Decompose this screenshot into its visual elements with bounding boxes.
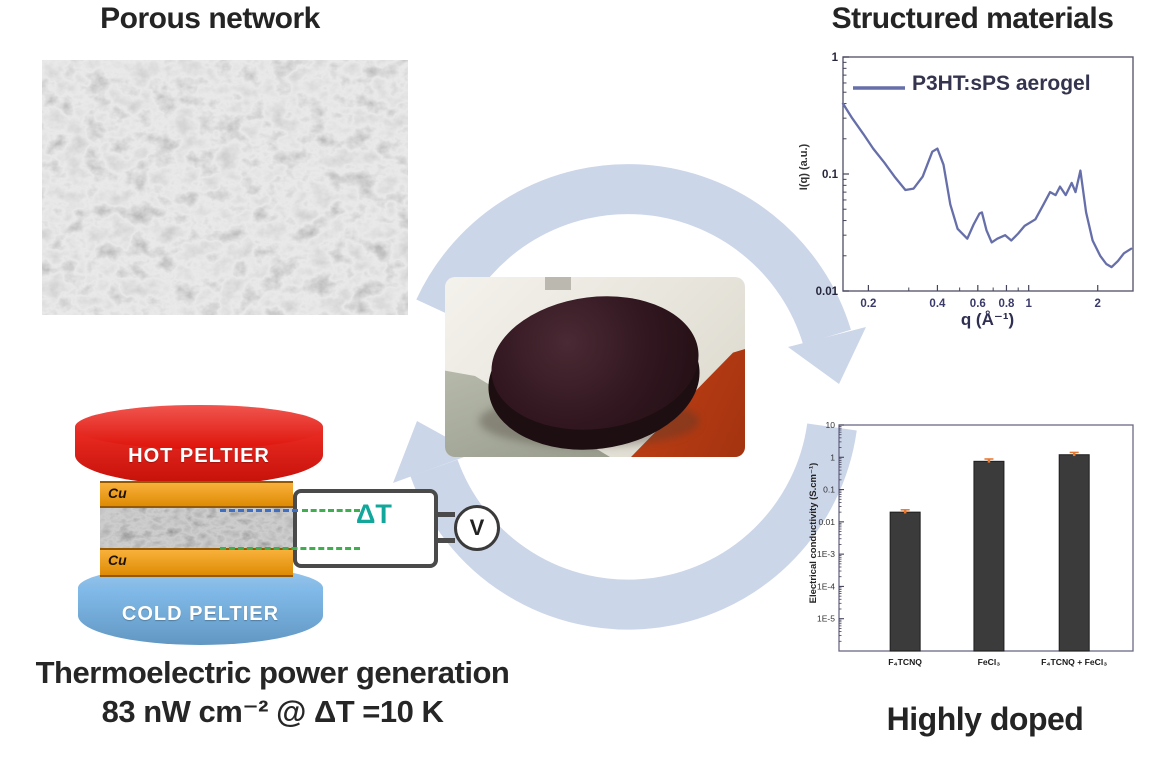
cycle-arrowhead-right — [788, 327, 866, 384]
svg-text:0.1: 0.1 — [822, 169, 839, 181]
wire-stub-bottom — [438, 538, 455, 543]
svg-text:0.8: 0.8 — [998, 298, 1015, 310]
thermoelectric-caption: Thermoelectric power generation 83 nW cm… — [0, 655, 545, 730]
delta-t-dashed-line-top-left — [220, 509, 298, 512]
cu-bottom-label: Cu — [108, 552, 127, 568]
conductivity-bar-chart: 10 1 0.1 0.01 1E-3 1E-4 1E-5 F₄TCNQ FeCl₃ F₄TCNQ … — [817, 420, 1134, 667]
saxs-y-axis-label: I(q) (a.u.) — [798, 143, 810, 191]
sem-image — [42, 60, 408, 315]
hot-peltier-label: HOT PELTIER — [128, 445, 270, 467]
voltmeter-icon: V — [454, 505, 500, 551]
highly-doped-title: Highly doped — [886, 701, 1084, 737]
cycle-arc-top — [416, 164, 851, 345]
wire-stub-top — [438, 512, 455, 517]
svg-text:F₄TCNQ: F₄TCNQ — [888, 657, 922, 667]
hot-peltier-top — [75, 405, 323, 449]
cycle-arrowhead-left — [393, 421, 475, 483]
measurement-probe-box — [293, 489, 438, 568]
delta-t-dashed-line-top-right — [302, 509, 360, 512]
svg-text:1: 1 — [830, 452, 835, 462]
svg-text:0.01: 0.01 — [816, 286, 839, 298]
svg-text:0.2: 0.2 — [860, 298, 876, 310]
saxs-x-axis-label: q (Å⁻¹) — [960, 310, 1015, 329]
caption-line1: Thermoelectric power generation — [35, 655, 510, 690]
svg-text:1: 1 — [1025, 298, 1032, 310]
svg-text:0.1: 0.1 — [823, 485, 835, 495]
cold-peltier-cylinder: COLD PELTIER — [78, 565, 323, 645]
svg-text:1E-4: 1E-4 — [817, 581, 835, 591]
saxs-chart: 0.2 0.4 0.6 0.8 1 2 1 0.1 0.01 — [816, 52, 1134, 310]
photo-gray-tab — [545, 277, 571, 290]
delta-t-dashed-line-bottom — [220, 547, 360, 550]
bar-y-axis-label: Electrical conductivity (S.cm⁻¹) — [808, 462, 819, 604]
aerogel-sample-layer — [100, 508, 293, 548]
svg-text:2: 2 — [1095, 298, 1101, 310]
hot-peltier-cylinder: HOT PELTIER — [75, 405, 323, 485]
cold-peltier-body — [78, 588, 323, 645]
aerogel-disk-photo — [445, 277, 745, 457]
copper-layer-bottom: Cu — [100, 548, 293, 577]
svg-text:1E-5: 1E-5 — [817, 614, 835, 624]
svg-text:1E-3: 1E-3 — [817, 549, 835, 559]
copper-layer-top: Cu — [100, 481, 293, 508]
cu-top-label: Cu — [108, 485, 127, 501]
svg-text:F₄TCNQ + FeCl₃: F₄TCNQ + FeCl₃ — [1041, 657, 1107, 667]
svg-text:0.01: 0.01 — [818, 517, 835, 527]
porous-network-title: Porous network — [100, 2, 320, 35]
saxs-legend-label: P3HT:sPS aerogel — [912, 72, 1091, 95]
voltmeter-label: V — [469, 515, 485, 540]
svg-text:FeCl₃: FeCl₃ — [978, 657, 1001, 667]
cold-peltier-label: COLD PELTIER — [121, 603, 280, 625]
svg-text:0.6: 0.6 — [970, 298, 986, 310]
svg-text:10: 10 — [826, 420, 836, 430]
svg-text:1: 1 — [832, 52, 839, 64]
structured-materials-title: Structured materials — [831, 2, 1114, 35]
caption-line2: 83 nW cm⁻² @ ΔT =10 K — [101, 694, 444, 729]
svg-text:0.4: 0.4 — [929, 298, 946, 310]
delta-t-label: ΔT — [356, 499, 392, 529]
